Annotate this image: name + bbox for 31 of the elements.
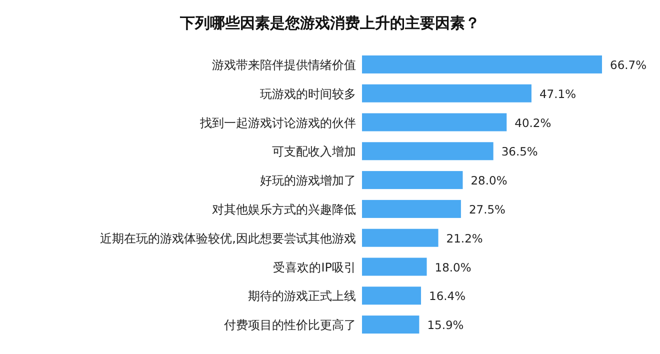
y-tick-label: 好玩的游戏增加了: [260, 174, 356, 188]
bar: [362, 228, 438, 247]
bar: [362, 286, 422, 305]
data-label: 66.7%: [610, 58, 647, 72]
data-label: 27.5%: [468, 202, 506, 216]
data-label: 40.2%: [514, 116, 552, 130]
y-tick-label: 游戏带来陪伴提供情绪价值: [212, 58, 356, 72]
data-label: 36.5%: [501, 144, 538, 159]
bar: [362, 200, 461, 218]
data-label: 15.9%: [427, 318, 464, 332]
y-tick-label: 可支配收入增加: [272, 144, 356, 159]
bar: [362, 258, 427, 276]
y-tick-label: 对其他娱乐方式的兴趣降低: [212, 202, 356, 216]
data-label: 16.4%: [429, 289, 466, 304]
data-label: 28.0%: [470, 174, 508, 188]
data-label: 21.2%: [446, 231, 483, 246]
data-label: 18.0%: [434, 260, 472, 274]
y-tick-label: 受喜欢的IP吸引: [273, 260, 356, 274]
y-tick-label: 付费项目的性价比更高了: [223, 318, 356, 332]
y-tick-label: 玩游戏的时间较多: [260, 86, 356, 101]
bar: [362, 316, 420, 334]
bar: [362, 142, 494, 160]
bar: [362, 84, 532, 102]
bar: [362, 113, 507, 132]
y-tick-label: 期待的游戏正式上线: [248, 289, 356, 304]
bar: [362, 55, 602, 74]
y-tick-label: 找到一起游戏讨论游戏的伙伴: [199, 116, 356, 130]
bar: [362, 171, 463, 190]
y-tick-label: 近期在玩的游戏体验较优,因此想要尝试其他游戏: [100, 231, 356, 246]
chart-title: 下列哪些因素是您游戏消费上升的主要因素？: [179, 14, 480, 32]
data-label: 47.1%: [539, 86, 576, 101]
